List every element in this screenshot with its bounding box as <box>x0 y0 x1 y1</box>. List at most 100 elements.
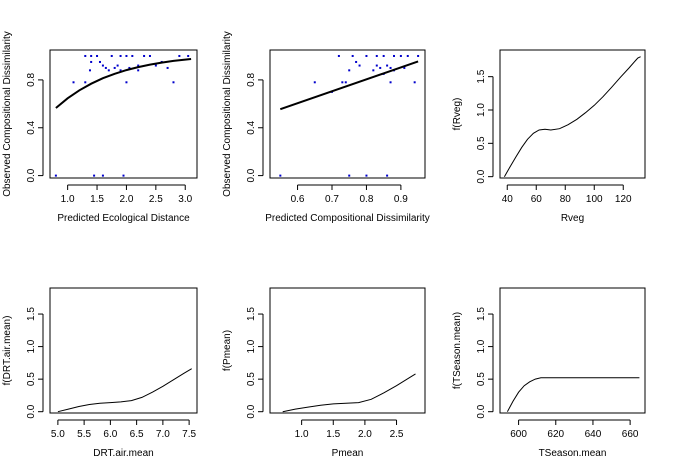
plot-frame <box>49 49 198 179</box>
data-point <box>389 66 392 69</box>
panel-3: 40 60 80 100 120 0.0 0.5 1.0 1.5 Rveg f(Rveg) <box>452 49 646 224</box>
y-tick-label: 1.0 <box>26 339 37 353</box>
data-point <box>413 81 416 84</box>
function-curve <box>282 373 416 413</box>
data-point <box>131 54 134 57</box>
data-point <box>125 54 128 57</box>
y-tick-label: 1.5 <box>476 69 487 83</box>
function-curve <box>503 56 641 177</box>
x-axis-label: TSeason.mean <box>539 448 607 459</box>
x-tick-label: 640 <box>585 429 602 440</box>
plot-frame <box>269 287 426 414</box>
data-point <box>172 81 175 84</box>
data-point <box>72 81 75 84</box>
x-tick-label: 0.6 <box>291 194 305 205</box>
data-point <box>54 174 57 177</box>
x-tick-label: 6.0 <box>103 429 117 440</box>
data-point <box>122 174 125 177</box>
data-point <box>98 60 101 63</box>
y-axis-label: f(Rveg) <box>452 98 463 131</box>
data-point <box>137 69 140 72</box>
y-tick-label: 1.5 <box>26 307 37 321</box>
data-point <box>337 54 340 57</box>
data-point <box>110 54 113 57</box>
y-tick-label: 1.5 <box>246 307 257 321</box>
x-tick-label: 1.0 <box>61 194 75 205</box>
data-point <box>393 54 395 57</box>
y-axis-label: f(TSeason.mean) <box>452 312 463 389</box>
data-point <box>417 54 420 57</box>
y-tick-label: 0.8 <box>246 73 257 87</box>
data-point <box>154 64 157 67</box>
x-tick-label: 120 <box>615 194 632 205</box>
y-tick-label: 0.0 <box>246 404 257 418</box>
function-curve <box>57 368 192 413</box>
plot-frame <box>499 287 646 414</box>
x-tick-label: 1.5 <box>326 429 340 440</box>
y-tick-label: 0.5 <box>246 372 257 386</box>
data-point <box>351 54 354 57</box>
x-tick-label: 2.0 <box>358 429 372 440</box>
y-tick-label: 0.5 <box>476 136 487 150</box>
fitted-curve <box>55 58 192 109</box>
panel-1: 1.0 1.5 2.0 2.5 3.0 0.0 0.4 0.8 Predicted Ecolog… <box>2 31 198 224</box>
x-tick-label: 2.0 <box>119 194 133 205</box>
data-point <box>125 81 128 84</box>
data-point <box>88 69 91 72</box>
data-point <box>101 64 104 67</box>
data-point <box>90 60 93 63</box>
y-tick-label: 1.0 <box>476 103 487 117</box>
data-point <box>355 60 358 63</box>
data-point <box>348 69 351 72</box>
y-tick-label: 1.0 <box>476 339 487 353</box>
panel-4: 5.0 5.5 6.0 6.5 7.0 7.5 0.0 0.5 1.0 1.5 DRT.air.me… <box>2 287 198 459</box>
data-point <box>101 174 104 177</box>
x-axis-label: DRT.air.mean <box>93 448 153 459</box>
y-axis-label: f(Pmean) <box>222 330 233 371</box>
y-tick-label: 0.4 <box>26 120 37 134</box>
x-tick-label: 3.0 <box>178 194 192 205</box>
data-point <box>372 69 375 72</box>
data-point <box>90 54 93 57</box>
data-point <box>365 174 368 177</box>
data-point <box>365 54 368 57</box>
data-point <box>399 54 402 57</box>
y-tick-label: 0.5 <box>26 372 37 386</box>
data-point <box>389 81 392 84</box>
data-point <box>313 81 316 84</box>
data-point <box>344 81 347 84</box>
x-tick-label: 620 <box>547 429 564 440</box>
data-point <box>348 174 351 177</box>
fitted-curve <box>279 60 419 111</box>
data-point <box>104 66 107 69</box>
data-point <box>386 174 389 177</box>
data-point <box>375 54 378 57</box>
data-point <box>178 54 181 57</box>
data-point <box>107 69 110 72</box>
y-tick-label: 0.0 <box>26 168 37 182</box>
x-tick-label: 660 <box>622 429 639 440</box>
data-point <box>128 66 131 69</box>
x-tick-label: 2.5 <box>149 194 163 205</box>
data-point <box>148 54 151 57</box>
data-point <box>143 54 146 57</box>
x-tick-label: 40 <box>502 194 514 205</box>
panel-2: 0.6 0.7 0.8 0.9 0.0 0.4 0.8 Predicted Compositi… <box>222 31 430 224</box>
data-point <box>119 69 122 72</box>
data-point <box>379 66 382 69</box>
data-point <box>358 64 361 67</box>
data-point <box>279 174 282 177</box>
plot-frame <box>499 49 646 179</box>
x-axis-label: Predicted Ecological Distance <box>57 213 190 224</box>
x-tick-label: 0.9 <box>394 194 408 205</box>
y-tick-label: 0.4 <box>246 120 257 134</box>
y-tick-label: 0.0 <box>246 168 257 182</box>
y-tick-label: 0.0 <box>476 169 487 183</box>
data-point <box>386 64 389 67</box>
x-tick-label: 7.5 <box>182 429 196 440</box>
data-point <box>84 81 87 84</box>
y-tick-label: 0.8 <box>26 73 37 87</box>
x-axis-label: Rveg <box>561 213 584 224</box>
